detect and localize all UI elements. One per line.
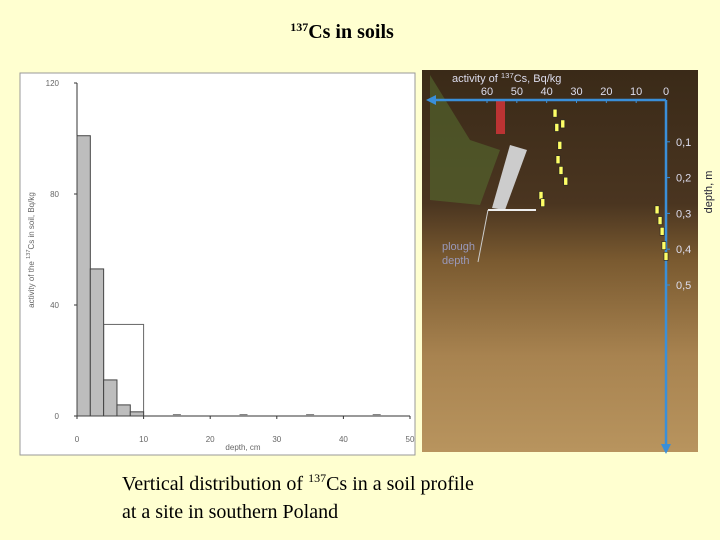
soil-photo [422,70,698,452]
data-point [558,166,564,175]
x-tick-label: 20 [206,435,215,444]
x-tick-label: 50 [511,86,523,98]
superscript: 137 [501,71,514,80]
slide-title: 137Cs in soils [290,20,394,43]
x-tick-label: 0 [663,86,669,98]
data-point [557,141,563,150]
data-point [555,155,561,164]
y-axis-label: depth, m [703,171,715,214]
y-tick-label: 0,3 [676,208,691,220]
x-axis-label: depth, cm [225,443,260,452]
histogram-bar [103,379,118,417]
data-point [560,119,566,129]
title-text: Cs in soils [308,21,394,43]
superscript: 137 [290,20,308,34]
axis-label: activity of 137Cs, Bq/kg [452,71,561,85]
axis-label: activity of the 137Cs in soil, Bq/kg [26,192,36,308]
histogram-bar [129,411,145,417]
label-text: Cs, Bq/kg [514,73,562,85]
data-point [540,198,546,207]
y-tick-label: 40 [50,301,59,310]
pointer [477,209,489,263]
y-tick-label: 0,4 [676,244,691,256]
data-point [554,123,560,132]
x-tick-label: 30 [570,86,582,98]
label-text: activity of the [27,259,36,308]
x-tick-label: 10 [139,435,148,444]
data-point [538,191,544,200]
y-tick-label: 120 [46,79,60,88]
caption: Vertical distribution of 137Cs in a soil… [122,471,474,495]
label-text: activity of [452,73,501,85]
caption-text: Cs in a soil profile [326,473,474,495]
label-text: Cs in soil, Bq/kg [27,192,36,249]
y-tick-label: 0,1 [676,137,691,149]
caption: at a site in southern Poland [122,501,338,523]
arrow-head [426,95,436,105]
vegetation [430,75,500,205]
x-tick-label: 50 [406,435,415,444]
annotation: depth [442,255,470,267]
data-point [659,227,665,236]
x-tick-label: 60 [481,86,493,98]
y-tick-label: 0,5 [676,280,691,292]
x-tick-label: 30 [272,435,281,444]
y-tick-label: 0,2 [676,173,691,185]
x-tick-label: 40 [339,435,348,444]
histogram-bar [76,135,91,417]
histogram-bar [89,268,105,417]
data-point [654,205,660,215]
superscript: 137 [26,250,32,259]
x-tick-label: 40 [541,86,553,98]
data-point [552,108,558,118]
annotation: plough [442,241,475,253]
y-tick-label: 0 [55,412,60,421]
trowel-handle [496,100,505,134]
x-tick-label: 0 [75,435,80,444]
data-point [657,216,663,225]
y-tick-label: 80 [50,190,59,199]
trowel [492,145,527,210]
x-tick-label: 20 [600,86,612,98]
caption-text: Vertical distribution of [122,473,308,495]
data-point [661,241,667,250]
x-tick-label: 10 [630,86,642,98]
data-point [563,176,569,186]
histogram-bar [116,404,131,417]
superscript: 137 [308,471,326,485]
arrow-head [661,444,671,454]
data-point [663,252,669,261]
